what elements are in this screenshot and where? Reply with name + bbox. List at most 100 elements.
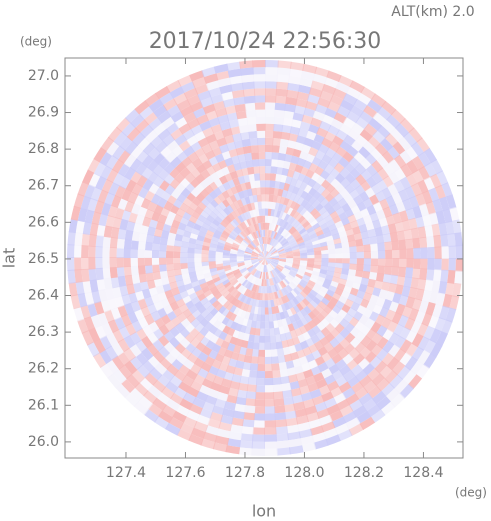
radar-cell bbox=[405, 146, 419, 161]
radar-cell bbox=[194, 300, 204, 310]
radar-cell bbox=[148, 321, 160, 333]
radar-cell bbox=[245, 248, 253, 253]
radar-cell bbox=[412, 205, 423, 219]
radar-cell bbox=[241, 426, 254, 435]
radar-cell bbox=[399, 150, 413, 165]
radar-cell bbox=[277, 152, 287, 161]
radar-cell bbox=[186, 313, 196, 324]
radar-cell bbox=[273, 320, 279, 329]
radar-cell bbox=[238, 245, 246, 250]
radar-cell bbox=[257, 285, 262, 294]
radar-cell bbox=[338, 295, 348, 305]
radar-cell bbox=[187, 252, 195, 258]
radar-cell bbox=[117, 228, 127, 240]
radar-cell bbox=[199, 226, 209, 234]
radar-cell bbox=[201, 66, 217, 78]
radar-cell bbox=[393, 180, 405, 193]
radar-cell bbox=[224, 292, 233, 301]
radar-cell bbox=[194, 261, 202, 268]
radar-cell bbox=[206, 214, 215, 223]
radar-cell bbox=[219, 121, 231, 131]
radar-cell bbox=[253, 239, 258, 247]
radar-cell bbox=[131, 183, 143, 196]
radar-cell bbox=[152, 264, 160, 273]
radar-cell bbox=[70, 294, 81, 310]
radar-cell bbox=[258, 255, 265, 258]
radar-cell bbox=[270, 238, 275, 246]
radar-cell bbox=[203, 237, 212, 244]
radar-cell bbox=[187, 257, 195, 264]
radar-cell bbox=[77, 318, 89, 334]
radar-cell bbox=[229, 194, 238, 203]
radar-cell bbox=[144, 249, 153, 258]
radar-cell bbox=[300, 255, 308, 259]
radar-cell bbox=[229, 170, 239, 180]
radar-cell bbox=[280, 303, 287, 312]
radar-cell bbox=[256, 263, 262, 270]
radar-cell bbox=[328, 258, 336, 263]
radar-cell bbox=[282, 229, 289, 237]
radar-cell bbox=[150, 310, 161, 322]
radar-cell bbox=[137, 265, 146, 275]
radar-cell bbox=[109, 236, 118, 249]
radar-cell bbox=[291, 336, 301, 346]
radar-cell bbox=[309, 300, 319, 309]
radar-cell bbox=[131, 231, 141, 242]
radar-cell bbox=[285, 147, 295, 156]
radar-cell bbox=[328, 248, 336, 255]
radar-cell bbox=[209, 190, 218, 200]
radar-cell bbox=[264, 363, 273, 372]
radar-cell bbox=[251, 254, 259, 257]
radar-cell bbox=[290, 155, 300, 165]
radar-cell bbox=[155, 86, 171, 100]
radar-cell bbox=[303, 184, 313, 194]
radar-cell bbox=[251, 284, 256, 292]
radar-cell bbox=[116, 247, 124, 258]
radar-cell bbox=[316, 313, 325, 323]
radar-cell bbox=[410, 141, 425, 157]
radar-cell bbox=[317, 218, 327, 227]
radar-cell bbox=[251, 252, 259, 256]
radar-cell bbox=[334, 267, 343, 274]
radar-cell bbox=[210, 381, 222, 392]
radar-cell bbox=[255, 187, 262, 195]
radar-cell bbox=[335, 81, 351, 94]
radar-cell bbox=[206, 279, 215, 287]
radar-cell bbox=[317, 301, 327, 310]
radar-cell bbox=[335, 247, 343, 254]
radar-cell bbox=[264, 258, 265, 266]
radar-cell bbox=[265, 208, 269, 216]
radar-cell bbox=[136, 364, 150, 378]
radar-cell bbox=[134, 308, 145, 321]
radar-cell bbox=[382, 328, 394, 342]
radar-cell bbox=[278, 273, 285, 280]
radar-cell bbox=[283, 353, 293, 363]
radar-cell bbox=[144, 313, 155, 326]
radar-cell bbox=[169, 281, 178, 290]
radar-cell bbox=[218, 421, 232, 432]
radar-cell bbox=[168, 416, 184, 430]
radar-cell bbox=[415, 288, 425, 301]
radar-cell bbox=[300, 70, 316, 81]
radar-cell bbox=[417, 278, 427, 291]
radar-cell bbox=[310, 236, 319, 243]
radar-cell bbox=[174, 369, 187, 382]
radar-cell bbox=[259, 253, 265, 258]
radar-cell bbox=[259, 173, 266, 181]
radar-cell bbox=[418, 300, 429, 314]
radar-cell bbox=[411, 346, 425, 361]
radar-cell bbox=[356, 217, 366, 227]
radar-cell bbox=[183, 87, 199, 100]
radar-cell bbox=[321, 210, 330, 219]
radar-cell bbox=[219, 84, 233, 95]
radar-cell bbox=[276, 74, 290, 83]
radar-cell bbox=[356, 201, 367, 212]
radar-cell bbox=[265, 257, 273, 258]
radar-cell bbox=[123, 266, 132, 277]
radar-cell bbox=[251, 251, 259, 256]
radar-cell bbox=[264, 307, 269, 315]
radar-cell bbox=[248, 266, 255, 272]
radar-cell bbox=[308, 146, 319, 157]
radar-cell bbox=[375, 272, 385, 282]
radar-cell bbox=[203, 300, 212, 310]
